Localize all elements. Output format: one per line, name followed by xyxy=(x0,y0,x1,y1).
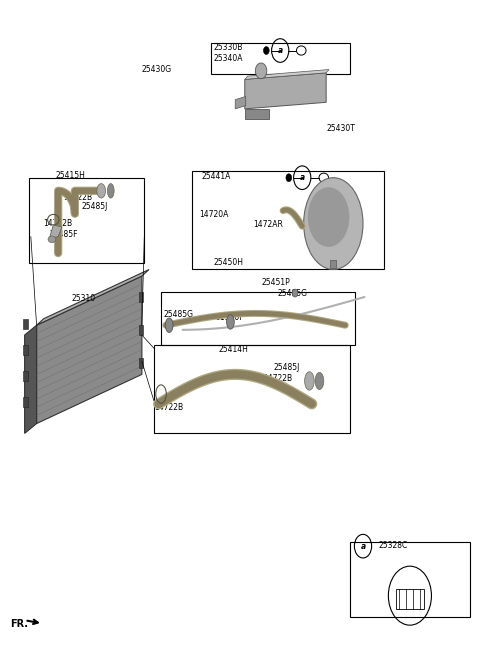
Circle shape xyxy=(255,63,267,79)
Circle shape xyxy=(292,289,298,297)
Text: FR.: FR. xyxy=(10,619,28,629)
Text: 14722B: 14722B xyxy=(263,374,292,383)
Ellipse shape xyxy=(48,236,56,242)
Polygon shape xyxy=(245,73,326,109)
Bar xyxy=(139,292,144,302)
Ellipse shape xyxy=(97,183,106,198)
Ellipse shape xyxy=(304,177,363,269)
Ellipse shape xyxy=(308,187,349,247)
Text: 25485G: 25485G xyxy=(163,309,193,319)
Text: 25414H: 25414H xyxy=(219,345,249,354)
Polygon shape xyxy=(245,109,269,119)
Text: a: a xyxy=(360,541,366,551)
Text: 25485G: 25485G xyxy=(277,288,307,298)
Ellipse shape xyxy=(165,318,173,332)
Text: 14722B: 14722B xyxy=(154,403,183,412)
Ellipse shape xyxy=(108,183,114,198)
Ellipse shape xyxy=(305,372,314,390)
Bar xyxy=(23,371,28,381)
Text: 25441A: 25441A xyxy=(202,172,231,181)
Polygon shape xyxy=(245,70,329,79)
Text: 25430T: 25430T xyxy=(326,124,355,133)
Text: 1472AR: 1472AR xyxy=(253,220,283,229)
Text: 25310: 25310 xyxy=(72,294,96,304)
Text: 14720A: 14720A xyxy=(199,210,228,219)
Text: 25340A: 25340A xyxy=(213,54,243,63)
Bar xyxy=(211,43,350,74)
Polygon shape xyxy=(36,269,149,325)
Bar xyxy=(139,325,144,335)
Bar xyxy=(154,345,350,434)
Text: 25485F: 25485F xyxy=(50,230,79,239)
Bar xyxy=(23,319,28,328)
Polygon shape xyxy=(24,325,36,434)
Bar xyxy=(396,589,424,609)
Text: 25415H: 25415H xyxy=(56,171,85,180)
Polygon shape xyxy=(235,97,246,109)
Bar xyxy=(23,345,28,355)
Text: 25328C: 25328C xyxy=(379,541,408,550)
Circle shape xyxy=(264,47,269,55)
Text: 91960F: 91960F xyxy=(215,313,244,322)
Bar xyxy=(161,292,355,345)
Text: 25330B: 25330B xyxy=(213,43,242,53)
Text: a: a xyxy=(277,46,283,55)
Polygon shape xyxy=(49,225,62,238)
Text: 25485J: 25485J xyxy=(81,202,108,211)
Text: 14722B: 14722B xyxy=(63,193,92,202)
Text: 25485J: 25485J xyxy=(274,363,300,373)
Polygon shape xyxy=(330,260,336,268)
Text: 25430G: 25430G xyxy=(142,65,172,74)
Bar xyxy=(192,171,384,269)
Text: a: a xyxy=(300,173,305,182)
Polygon shape xyxy=(36,276,142,424)
Text: 25450H: 25450H xyxy=(214,258,244,267)
Circle shape xyxy=(286,173,292,181)
Bar xyxy=(350,541,470,617)
Bar xyxy=(139,358,144,368)
Text: 14722B: 14722B xyxy=(43,219,72,228)
Text: 25451P: 25451P xyxy=(262,278,290,287)
Bar xyxy=(23,397,28,407)
Bar xyxy=(29,177,144,263)
Ellipse shape xyxy=(227,315,234,329)
Ellipse shape xyxy=(315,373,324,390)
